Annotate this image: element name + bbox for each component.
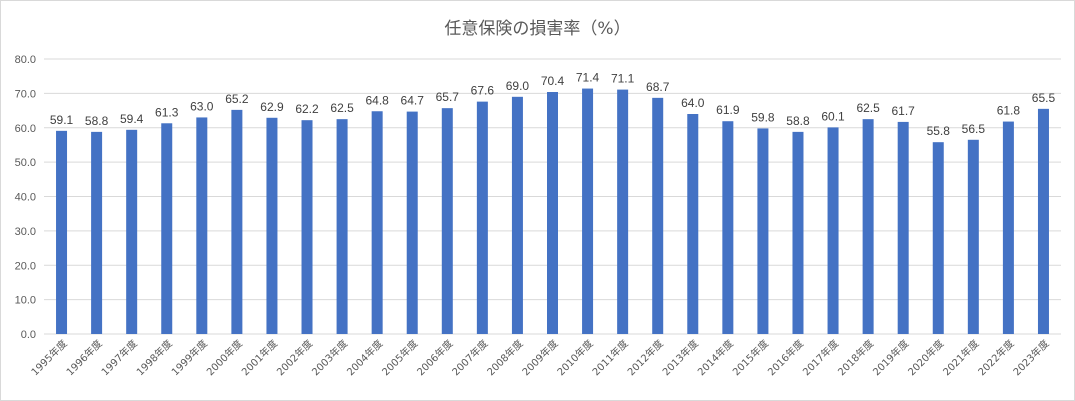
data-label: 65.7	[436, 90, 460, 104]
data-label: 59.1	[50, 113, 74, 127]
bar	[862, 119, 874, 334]
data-label: 63.0	[190, 99, 214, 113]
data-label: 59.8	[751, 110, 775, 124]
data-label: 61.7	[892, 104, 916, 118]
bar	[932, 142, 944, 334]
data-label: 71.1	[611, 72, 635, 86]
x-tick-label: 1995年度	[28, 337, 69, 378]
data-label: 62.5	[856, 101, 880, 115]
data-label: 58.8	[85, 114, 109, 128]
bar	[1002, 121, 1014, 334]
bar	[1037, 108, 1049, 334]
data-label: 61.9	[716, 103, 740, 117]
x-tick-label: 2007年度	[449, 337, 490, 378]
bar	[441, 108, 453, 334]
bar	[126, 129, 138, 334]
bar	[897, 121, 909, 334]
x-tick-label: 2016年度	[765, 337, 806, 378]
data-label: 56.5	[962, 122, 986, 136]
y-tick-label: 20.0	[15, 260, 36, 272]
x-tick-label: 2004年度	[344, 337, 385, 378]
x-tick-label: 2018年度	[835, 337, 876, 378]
bar	[91, 131, 103, 334]
bar	[617, 89, 629, 334]
data-label: 65.2	[225, 92, 249, 106]
data-label: 58.8	[786, 114, 810, 128]
y-tick-label: 50.0	[15, 157, 36, 169]
x-tick-label: 1997年度	[98, 337, 139, 378]
x-tick-label: 2021年度	[940, 337, 981, 378]
data-label: 71.4	[576, 71, 600, 85]
bar	[371, 111, 383, 334]
x-tick-label: 2000年度	[204, 337, 245, 378]
x-tick-label: 2014年度	[695, 337, 736, 378]
x-tick-label: 2002年度	[274, 337, 315, 378]
x-tick-label: 2009年度	[519, 337, 560, 378]
bar	[582, 88, 594, 334]
y-tick-label: 70.0	[15, 88, 36, 100]
x-tick-label: 2006年度	[414, 337, 455, 378]
y-tick-label: 60.0	[15, 123, 36, 135]
bar	[56, 130, 68, 334]
y-tick-label: 80.0	[15, 54, 36, 66]
x-tick-label: 1999年度	[169, 337, 210, 378]
y-tick-label: 40.0	[15, 192, 36, 204]
bar	[336, 119, 348, 334]
bar	[792, 131, 804, 334]
data-label: 61.3	[155, 105, 179, 119]
x-tick-label: 2020年度	[905, 337, 946, 378]
bar	[722, 121, 734, 334]
data-label: 64.8	[365, 93, 389, 107]
bar	[652, 97, 664, 334]
data-label: 55.8	[927, 124, 951, 138]
data-label: 60.1	[821, 109, 845, 123]
data-label: 69.0	[506, 79, 530, 93]
x-tick-label: 2013年度	[660, 337, 701, 378]
x-tick-label: 2005年度	[379, 337, 420, 378]
x-tick-label: 2017年度	[800, 337, 841, 378]
bar	[687, 114, 699, 334]
bar	[547, 92, 558, 334]
bar	[196, 117, 208, 334]
x-tick-label: 1996年度	[63, 337, 104, 378]
x-tick-label: 2011年度	[589, 337, 630, 378]
data-label: 67.6	[471, 84, 495, 98]
data-label: 61.8	[997, 104, 1021, 118]
x-tick-label: 2019年度	[870, 337, 911, 378]
data-label: 65.5	[1032, 91, 1056, 105]
x-tick-label: 2015年度	[730, 337, 771, 378]
y-tick-label: 0.0	[21, 329, 36, 341]
bar	[827, 127, 839, 334]
bar	[406, 111, 418, 334]
x-tick-label: 2023年度	[1010, 337, 1051, 378]
bar	[511, 96, 523, 334]
x-tick-label: 2012年度	[624, 337, 665, 378]
bar	[757, 128, 769, 334]
bar	[266, 117, 278, 334]
data-label: 64.7	[401, 94, 425, 108]
bar	[231, 109, 243, 334]
x-tick-label: 2008年度	[484, 337, 525, 378]
data-label: 64.0	[681, 96, 705, 110]
chart-title: 任意保険の損害率（%）	[444, 19, 631, 39]
x-tick-label: 2003年度	[309, 337, 350, 378]
x-tick-label: 2001年度	[239, 337, 280, 378]
x-tick-label: 2010年度	[554, 337, 595, 378]
data-label: 70.4	[541, 74, 565, 88]
data-label: 62.9	[260, 100, 284, 114]
data-label: 62.2	[295, 102, 319, 116]
bar	[301, 120, 313, 334]
x-tick-label: 2022年度	[975, 337, 1016, 378]
x-tick-label: 1998年度	[134, 337, 175, 378]
bar	[967, 139, 979, 334]
data-label: 59.4	[120, 112, 144, 126]
y-tick-label: 10.0	[15, 295, 36, 307]
data-label: 62.5	[330, 101, 354, 115]
bar	[476, 101, 488, 334]
data-label: 68.7	[646, 80, 670, 94]
y-tick-label: 30.0	[15, 226, 36, 238]
bar	[161, 123, 173, 334]
